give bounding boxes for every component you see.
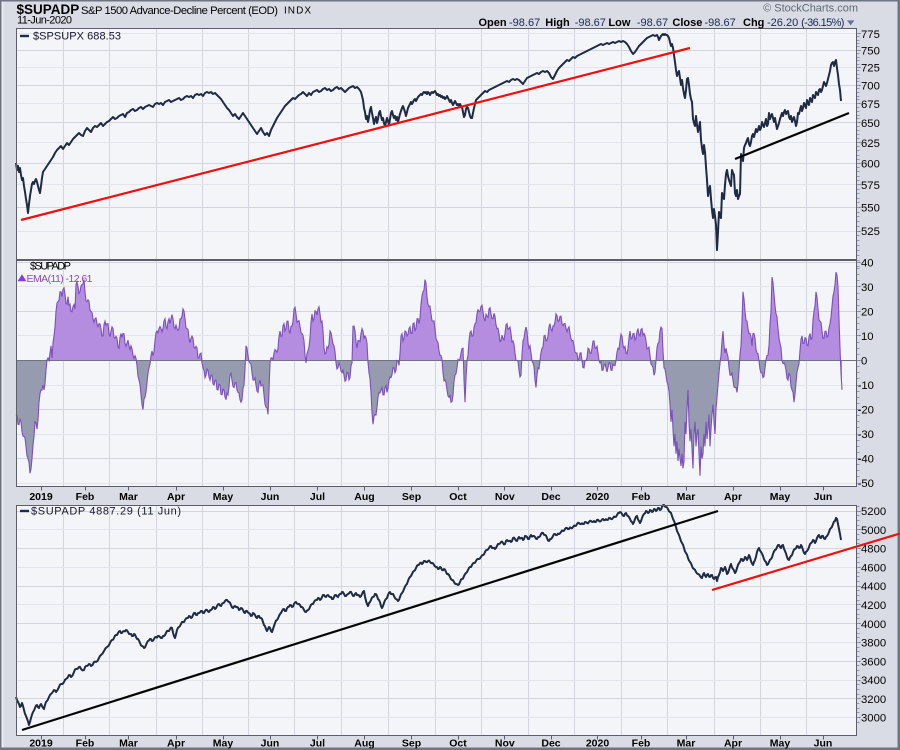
svg-text:3600: 3600 xyxy=(861,656,886,668)
svg-text:4600: 4600 xyxy=(861,562,886,574)
svg-text:4400: 4400 xyxy=(861,581,886,593)
svg-text:Mar: Mar xyxy=(677,491,696,503)
svg-text:675: 675 xyxy=(861,99,880,111)
svg-text:525: 525 xyxy=(861,226,880,238)
svg-text:2019: 2019 xyxy=(29,737,53,749)
svg-text:Nov: Nov xyxy=(495,737,515,749)
svg-text:Jul: Jul xyxy=(310,737,325,749)
svg-text:3000: 3000 xyxy=(861,713,886,725)
svg-text:Aug: Aug xyxy=(354,737,374,749)
svg-text:$SUPADP 4887.29 (11 Jun): $SUPADP 4887.29 (11 Jun) xyxy=(31,506,181,518)
svg-text:May: May xyxy=(213,491,234,503)
svg-text:4200: 4200 xyxy=(861,600,886,612)
svg-text:10: 10 xyxy=(861,331,874,343)
svg-text:550: 550 xyxy=(861,203,880,215)
svg-text:Oct: Oct xyxy=(449,737,467,749)
svg-text:-98.67: -98.67 xyxy=(575,17,606,29)
svg-text:Apr: Apr xyxy=(724,491,742,503)
svg-text:Sep: Sep xyxy=(402,737,421,749)
svg-text:Apr: Apr xyxy=(167,491,185,503)
svg-text:$SUPADP: $SUPADP xyxy=(17,2,80,17)
svg-text:750: 750 xyxy=(861,45,880,57)
svg-text:Dec: Dec xyxy=(541,491,560,503)
svg-text:5000: 5000 xyxy=(861,525,886,537)
svg-text:Feb: Feb xyxy=(76,491,95,503)
svg-text:4800: 4800 xyxy=(861,544,886,556)
svg-text:Apr: Apr xyxy=(167,737,185,749)
svg-text:30: 30 xyxy=(861,282,874,294)
svg-text:-50: -50 xyxy=(858,478,874,490)
svg-text:High: High xyxy=(545,17,570,29)
svg-text:3400: 3400 xyxy=(861,675,886,687)
svg-text:2019: 2019 xyxy=(29,491,53,503)
svg-text:2020: 2020 xyxy=(586,737,610,749)
svg-text:-10: -10 xyxy=(858,380,874,392)
svg-text:Mar: Mar xyxy=(119,737,138,749)
svg-text:-40: -40 xyxy=(858,454,874,466)
svg-text:Oct: Oct xyxy=(449,491,467,503)
svg-text:Feb: Feb xyxy=(632,491,651,503)
svg-text:650: 650 xyxy=(861,118,880,130)
svg-text:May: May xyxy=(770,491,791,503)
svg-text:-20: -20 xyxy=(858,405,874,417)
svg-text:Jun: Jun xyxy=(814,737,833,749)
svg-text:3200: 3200 xyxy=(861,694,886,706)
svg-text:Apr: Apr xyxy=(724,737,742,749)
svg-text:EMA(11) -12.61: EMA(11) -12.61 xyxy=(27,273,93,285)
svg-text:Dec: Dec xyxy=(541,737,560,749)
svg-text:625: 625 xyxy=(861,138,880,150)
svg-text:Aug: Aug xyxy=(354,491,374,503)
svg-text:© StockCharts.com: © StockCharts.com xyxy=(763,3,858,15)
svg-text:-98.67: -98.67 xyxy=(637,17,668,29)
svg-text:0: 0 xyxy=(861,356,867,368)
svg-text:Jun: Jun xyxy=(814,491,833,503)
svg-text:3800: 3800 xyxy=(861,638,886,650)
svg-text:725: 725 xyxy=(861,63,880,75)
svg-text:Feb: Feb xyxy=(632,737,651,749)
svg-text:Jun: Jun xyxy=(261,491,280,503)
svg-text:Low: Low xyxy=(608,17,630,29)
svg-text:Feb: Feb xyxy=(76,737,95,749)
svg-text:20: 20 xyxy=(861,307,874,319)
svg-text:Mar: Mar xyxy=(677,737,696,749)
svg-text:40: 40 xyxy=(861,258,874,270)
svg-text:Jul: Jul xyxy=(310,491,325,503)
svg-text:Open: Open xyxy=(479,17,507,29)
svg-text:11-Jun-2020: 11-Jun-2020 xyxy=(17,15,72,27)
svg-text:-98.67: -98.67 xyxy=(705,17,736,29)
svg-text:4000: 4000 xyxy=(861,619,886,631)
svg-text:Chg: Chg xyxy=(743,17,764,29)
svg-text:2020: 2020 xyxy=(586,491,610,503)
svg-text:-26.20: -26.20 xyxy=(767,17,798,29)
svg-text:May: May xyxy=(213,737,234,749)
svg-text:-98.67: -98.67 xyxy=(509,17,540,29)
svg-text:May: May xyxy=(770,737,791,749)
svg-text:(-36.15%): (-36.15%) xyxy=(801,17,844,29)
svg-text:5200: 5200 xyxy=(861,506,886,518)
svg-text:700: 700 xyxy=(861,80,880,92)
svg-text:Mar: Mar xyxy=(119,491,138,503)
svg-text:575: 575 xyxy=(861,180,880,192)
svg-text:$SUPADP: $SUPADP xyxy=(30,261,71,273)
svg-text:Nov: Nov xyxy=(495,491,515,503)
svg-text:$SPSUPX 688.53: $SPSUPX 688.53 xyxy=(33,31,121,43)
svg-text:Close: Close xyxy=(672,17,702,29)
svg-text:Sep: Sep xyxy=(402,491,421,503)
svg-text:775: 775 xyxy=(861,29,880,41)
svg-text:Jun: Jun xyxy=(261,737,280,749)
svg-text:INDX: INDX xyxy=(284,6,311,17)
svg-text:-30: -30 xyxy=(858,429,874,441)
svg-text:600: 600 xyxy=(861,158,880,170)
svg-text:S&P 1500 Advance-Decline Perce: S&P 1500 Advance-Decline Percent (EOD) xyxy=(81,5,278,17)
